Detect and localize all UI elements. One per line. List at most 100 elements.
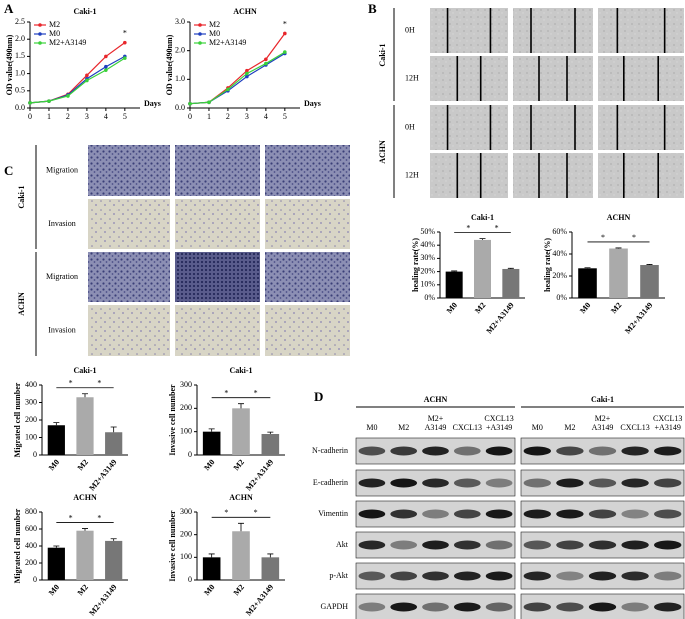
panel-label: C [4, 163, 13, 178]
blot-band [485, 602, 513, 612]
y-axis-label: Migrated cell number [13, 508, 22, 583]
row-label: Invasion [48, 219, 76, 228]
point [123, 56, 127, 60]
blot-band [523, 446, 551, 456]
transwell-image [88, 199, 170, 249]
blot-band [621, 509, 649, 519]
point [264, 61, 268, 66]
y-tick-label: 300 [180, 380, 192, 389]
series-line [29, 42, 126, 104]
legend-marker [38, 41, 42, 45]
bar [609, 248, 628, 298]
lane-label: CXCL13 [653, 414, 682, 423]
point [104, 68, 108, 72]
x-tick-label: 2 [66, 112, 70, 121]
bar [202, 431, 221, 455]
transwell-image [88, 252, 170, 302]
blot-band [556, 478, 584, 488]
x-tick-label: M2+A3149 [87, 583, 118, 618]
scratch-image [430, 56, 508, 101]
x-tick-label: 3 [245, 112, 249, 121]
scratch-image [598, 153, 684, 198]
protein-label: E-cadherin [313, 478, 348, 487]
point [283, 31, 287, 36]
scratch-image [513, 8, 593, 53]
blot-band [390, 571, 418, 581]
bar [578, 268, 597, 298]
lane-label: A3149 [425, 423, 447, 432]
point [104, 54, 108, 59]
blot-band [556, 540, 584, 550]
bar [261, 557, 280, 580]
blot-band [654, 540, 682, 550]
blot-band [453, 540, 481, 550]
lane-label: M2 [564, 423, 575, 432]
point [28, 101, 32, 105]
lane-label: M0 [366, 423, 377, 432]
blot-band [621, 540, 649, 550]
scratch-image [430, 153, 508, 198]
scratch-image [513, 56, 593, 101]
legend-marker [198, 41, 202, 45]
blot-band [523, 478, 551, 488]
y-tick-label: 60% [552, 227, 567, 236]
bar [502, 268, 520, 298]
blot-band [556, 509, 584, 519]
bar [445, 271, 463, 298]
x-axis-label: Days [144, 99, 161, 108]
y-axis-label: OD value(490nm) [165, 34, 174, 95]
y-tick-label: 0.0 [175, 103, 185, 112]
group-label: ACHN [378, 140, 387, 164]
y-tick-label: 10% [420, 280, 435, 289]
error-bar [584, 267, 591, 269]
blot-band [621, 478, 649, 488]
group-label: ACHN [424, 395, 448, 404]
blot-band [588, 571, 617, 581]
blot-band [390, 446, 418, 456]
y-tick-label: 2.0 [175, 45, 185, 54]
row-label: Migration [46, 272, 78, 281]
protein-label: GAPDH [320, 602, 348, 611]
scratch-image [513, 105, 593, 150]
annotation: * [466, 223, 470, 232]
y-tick-label: 400 [25, 380, 37, 389]
error-bar [451, 270, 458, 272]
y-tick-label: 40% [552, 249, 567, 258]
row-label: Invasion [48, 325, 76, 334]
y-axis-label: Invasive cell number [168, 510, 177, 582]
blot-band [422, 571, 449, 581]
y-tick-label: 300 [25, 397, 37, 406]
bar [640, 265, 659, 298]
blot-band [556, 446, 584, 456]
y-tick-label: 0% [556, 293, 567, 302]
x-axis-label: Days [304, 99, 321, 108]
y-tick-label: 200 [180, 529, 192, 538]
blot-band [390, 602, 418, 612]
annotation: * [283, 19, 287, 28]
time-label: 12H [405, 170, 419, 179]
series-line [29, 55, 126, 104]
lane-label: CXCL13 [484, 414, 513, 423]
error-bar [82, 528, 88, 531]
y-tick-label: 100 [25, 432, 37, 441]
point [66, 94, 70, 98]
y-axis-label: Migrated cell number [13, 382, 22, 457]
x-tick-label: M0 [445, 301, 459, 316]
x-tick-label: M0 [202, 583, 216, 598]
y-tick-label: 1.0 [15, 68, 25, 77]
point [85, 73, 89, 78]
bar [105, 432, 123, 455]
chart-title: Caki-1 [471, 213, 494, 222]
legend-label: M2+A3149 [49, 38, 86, 47]
x-tick-label: M2 [473, 301, 487, 316]
y-tick-label: 800 [25, 507, 37, 516]
y-tick-label: 0.5 [15, 86, 25, 95]
blot-band [523, 540, 551, 550]
bar [202, 557, 221, 580]
chart-title: ACHN [607, 213, 631, 222]
protein-label: p-Akt [329, 571, 348, 580]
y-axis-label: Invasive cell number [168, 384, 177, 456]
blot-band [556, 571, 584, 581]
legend-marker [198, 32, 202, 36]
